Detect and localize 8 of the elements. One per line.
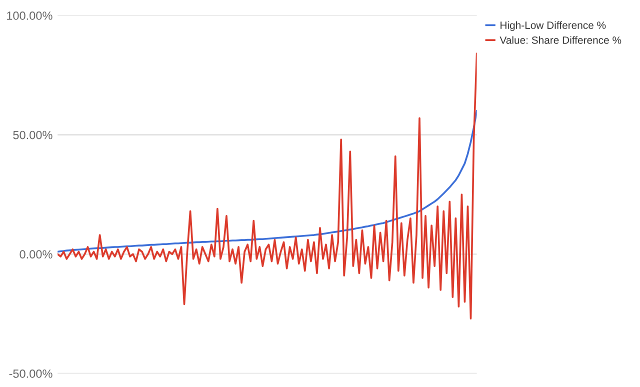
y-tick-label: 0.00% — [20, 250, 52, 259]
legend-label: High-Low Difference % — [500, 21, 606, 31]
line-series — [58, 110, 477, 253]
legend-label: Value: Share Difference % — [500, 36, 622, 44]
y-tick-label: -50.00% — [9, 369, 52, 378]
y-tick-label: 50.00% — [13, 130, 52, 140]
line-series — [58, 52, 477, 320]
y-tick-label: 100.00% — [7, 12, 52, 20]
